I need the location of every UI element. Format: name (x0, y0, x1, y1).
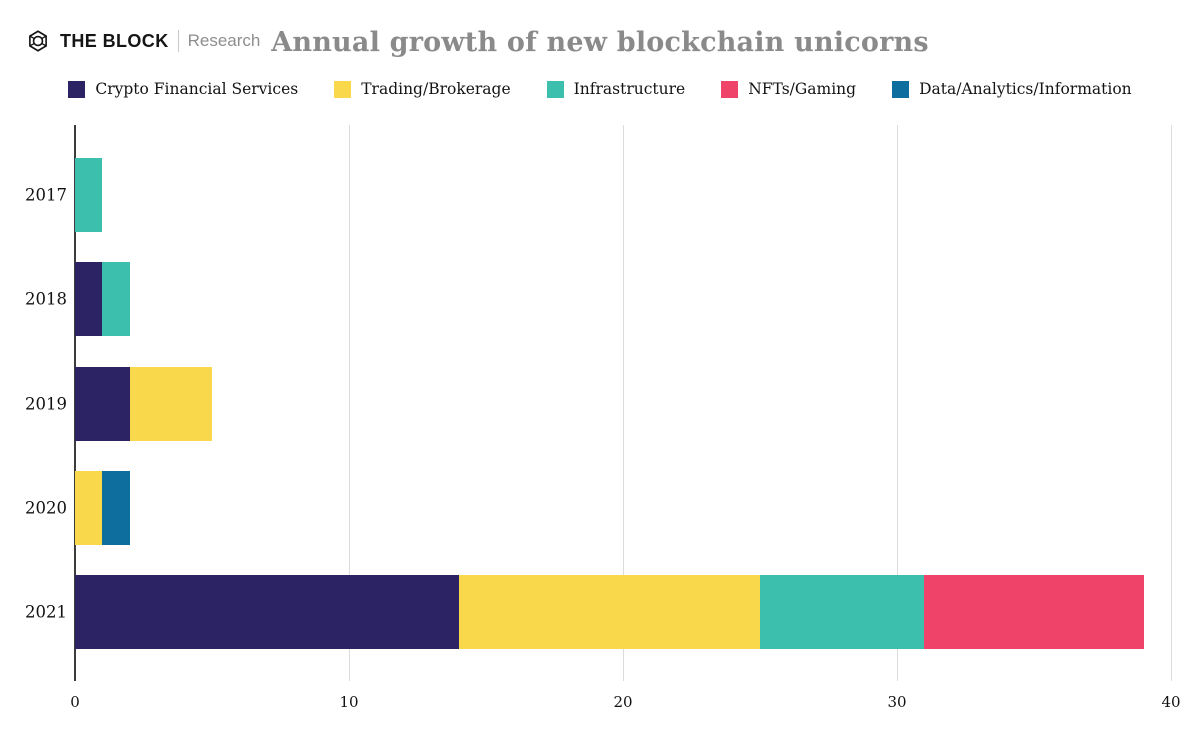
legend-swatch-icon (546, 80, 564, 98)
x-tick-label: 0 (70, 693, 80, 711)
legend-label: Data/Analytics/Information (919, 80, 1132, 98)
bar-segment[interactable] (75, 470, 103, 545)
x-tick-label: 20 (613, 693, 633, 711)
x-tick-label: 40 (1161, 693, 1181, 711)
y-axis-label: 2019 (25, 394, 67, 413)
bar-segment[interactable] (102, 262, 130, 337)
gridline (623, 125, 624, 681)
gridline (897, 125, 898, 681)
legend-swatch-icon (68, 80, 86, 98)
legend-label: NFTs/Gaming (748, 80, 857, 98)
legend-label: Infrastructure (573, 80, 686, 98)
bar-row-2018: 2018 (25, 247, 1171, 351)
the-block-logo-icon (25, 28, 51, 54)
legend: Crypto Financial Services Trading/Brokera… (0, 80, 1200, 98)
bar-row-2019: 2019 (25, 351, 1171, 455)
plot-bands: 2017 2018 2019 2020 2021 (25, 143, 1171, 664)
gridline (1171, 125, 1172, 681)
legend-swatch-icon (721, 80, 739, 98)
bar-segment[interactable] (75, 158, 103, 233)
y-axis-label: 2018 (25, 289, 67, 309)
legend-label: Crypto Financial Services (95, 80, 299, 98)
bar-row-2021: 2021 (25, 560, 1171, 664)
chart-title: Annual growth of new blockchain unicorns (271, 27, 929, 58)
brand-subtitle: Research (187, 31, 261, 50)
y-axis-label: 2020 (25, 498, 67, 518)
legend-item[interactable]: Crypto Financial Services (68, 80, 298, 98)
legend-item[interactable]: NFTs/Gaming (721, 80, 856, 98)
x-axis-ticks: 0 10 20 30 40 (70, 681, 1180, 711)
legend-item[interactable]: Infrastructure (546, 80, 686, 98)
bar-segment[interactable] (102, 470, 130, 545)
bar-segment[interactable] (75, 574, 459, 649)
y-axis-label: 2021 (25, 602, 67, 622)
gridline (349, 125, 350, 681)
legend-label: Trading/Brokerage (361, 80, 511, 98)
bar-segment[interactable] (129, 366, 212, 441)
legend-swatch-icon (334, 80, 352, 98)
bar-segment[interactable] (75, 366, 130, 441)
y-axis-label: 2017 (25, 185, 67, 205)
stacked-bar-chart: 2017 2018 2019 2020 2021 0 10 20 30 40 (25, 125, 1181, 711)
legend-item[interactable]: Trading/Brokerage (334, 80, 511, 98)
bar-segment[interactable] (458, 574, 760, 649)
brand-name: THE BLOCK (60, 30, 169, 51)
bar-row-2020: 2020 (25, 456, 1171, 560)
bar-row-2017: 2017 (25, 143, 1171, 247)
brand-block[interactable]: THE BLOCK Research (25, 28, 260, 54)
brand-divider (177, 30, 179, 52)
x-tick-label: 30 (887, 693, 907, 711)
legend-item[interactable]: Data/Analytics/Information (892, 80, 1132, 98)
x-tick-label: 10 (339, 693, 359, 711)
bar-segment[interactable] (760, 574, 925, 649)
bar-segment[interactable] (924, 574, 1144, 649)
legend-swatch-icon (892, 80, 910, 98)
bar-segment[interactable] (75, 262, 103, 337)
